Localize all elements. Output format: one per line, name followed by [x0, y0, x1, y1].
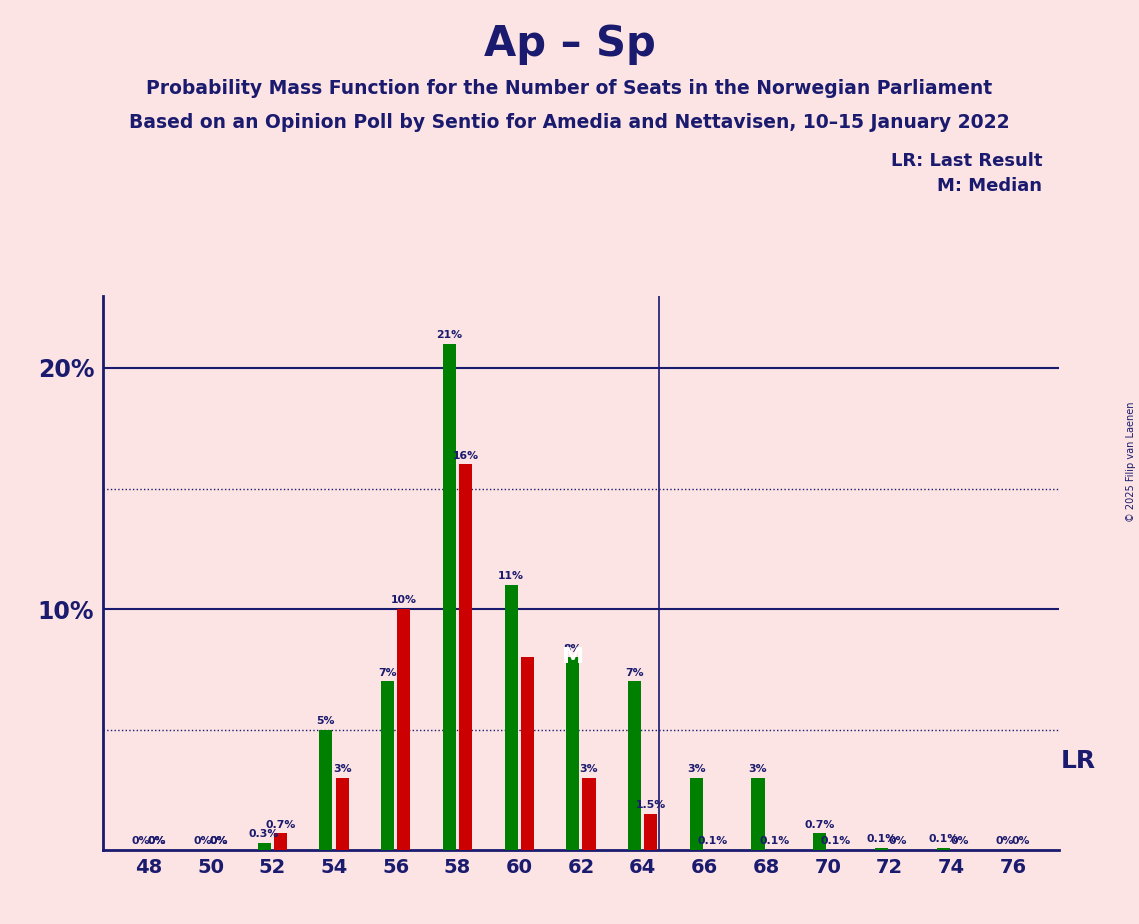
Text: 0%: 0% [1011, 836, 1031, 846]
Text: M: M [562, 647, 584, 667]
Text: LR: LR [1062, 749, 1097, 773]
Bar [459, 465, 472, 850]
Text: 0.1%: 0.1% [928, 834, 958, 844]
Text: 3%: 3% [748, 764, 768, 774]
Text: 3%: 3% [580, 764, 598, 774]
Text: 0%: 0% [131, 836, 150, 846]
Text: 3%: 3% [333, 764, 352, 774]
Text: M: Median: M: Median [937, 177, 1042, 195]
Text: 0.7%: 0.7% [804, 820, 835, 830]
Bar [521, 657, 534, 850]
Text: 16%: 16% [452, 451, 478, 461]
Text: 0%: 0% [210, 836, 228, 846]
Text: 21%: 21% [436, 330, 462, 340]
Text: 0%: 0% [148, 836, 166, 846]
Text: 0%: 0% [888, 836, 907, 846]
Bar [582, 778, 596, 850]
Text: 0.3%: 0.3% [249, 829, 279, 839]
Text: 3%: 3% [687, 764, 705, 774]
Bar [752, 778, 764, 850]
Text: 11%: 11% [498, 571, 524, 581]
Text: 5%: 5% [317, 716, 335, 726]
Bar [336, 778, 349, 850]
Text: 10%: 10% [391, 595, 417, 605]
Bar [875, 847, 888, 850]
Text: 1.5%: 1.5% [636, 800, 666, 810]
Text: 0%: 0% [210, 836, 228, 846]
Text: 0.1%: 0.1% [759, 836, 789, 846]
Text: 0%: 0% [194, 836, 212, 846]
Text: © 2025 Filip van Laenen: © 2025 Filip van Laenen [1125, 402, 1136, 522]
Text: 0%: 0% [950, 836, 968, 846]
Text: 0.7%: 0.7% [265, 820, 295, 830]
Bar [273, 833, 287, 850]
Bar [628, 681, 641, 850]
Bar [443, 344, 456, 850]
Bar [936, 847, 950, 850]
Bar [566, 657, 580, 850]
Text: 8%: 8% [564, 644, 582, 653]
Bar [319, 730, 333, 850]
Bar [398, 609, 410, 850]
Text: 0%: 0% [995, 836, 1014, 846]
Bar [505, 585, 517, 850]
Bar [645, 814, 657, 850]
Text: 0%: 0% [148, 836, 166, 846]
Text: Ap – Sp: Ap – Sp [484, 23, 655, 65]
Text: Based on an Opinion Poll by Sentio for Amedia and Nettavisen, 10–15 January 2022: Based on an Opinion Poll by Sentio for A… [129, 113, 1010, 132]
Text: Probability Mass Function for the Number of Seats in the Norwegian Parliament: Probability Mass Function for the Number… [147, 79, 992, 98]
Text: 0.1%: 0.1% [821, 836, 851, 846]
Bar [813, 833, 826, 850]
Text: 0.1%: 0.1% [697, 836, 728, 846]
Text: LR: Last Result: LR: Last Result [891, 152, 1042, 170]
Bar [257, 843, 271, 850]
Bar [382, 681, 394, 850]
Text: 0.1%: 0.1% [867, 834, 896, 844]
Text: 7%: 7% [378, 668, 396, 677]
Text: 7%: 7% [625, 668, 644, 677]
Bar [690, 778, 703, 850]
